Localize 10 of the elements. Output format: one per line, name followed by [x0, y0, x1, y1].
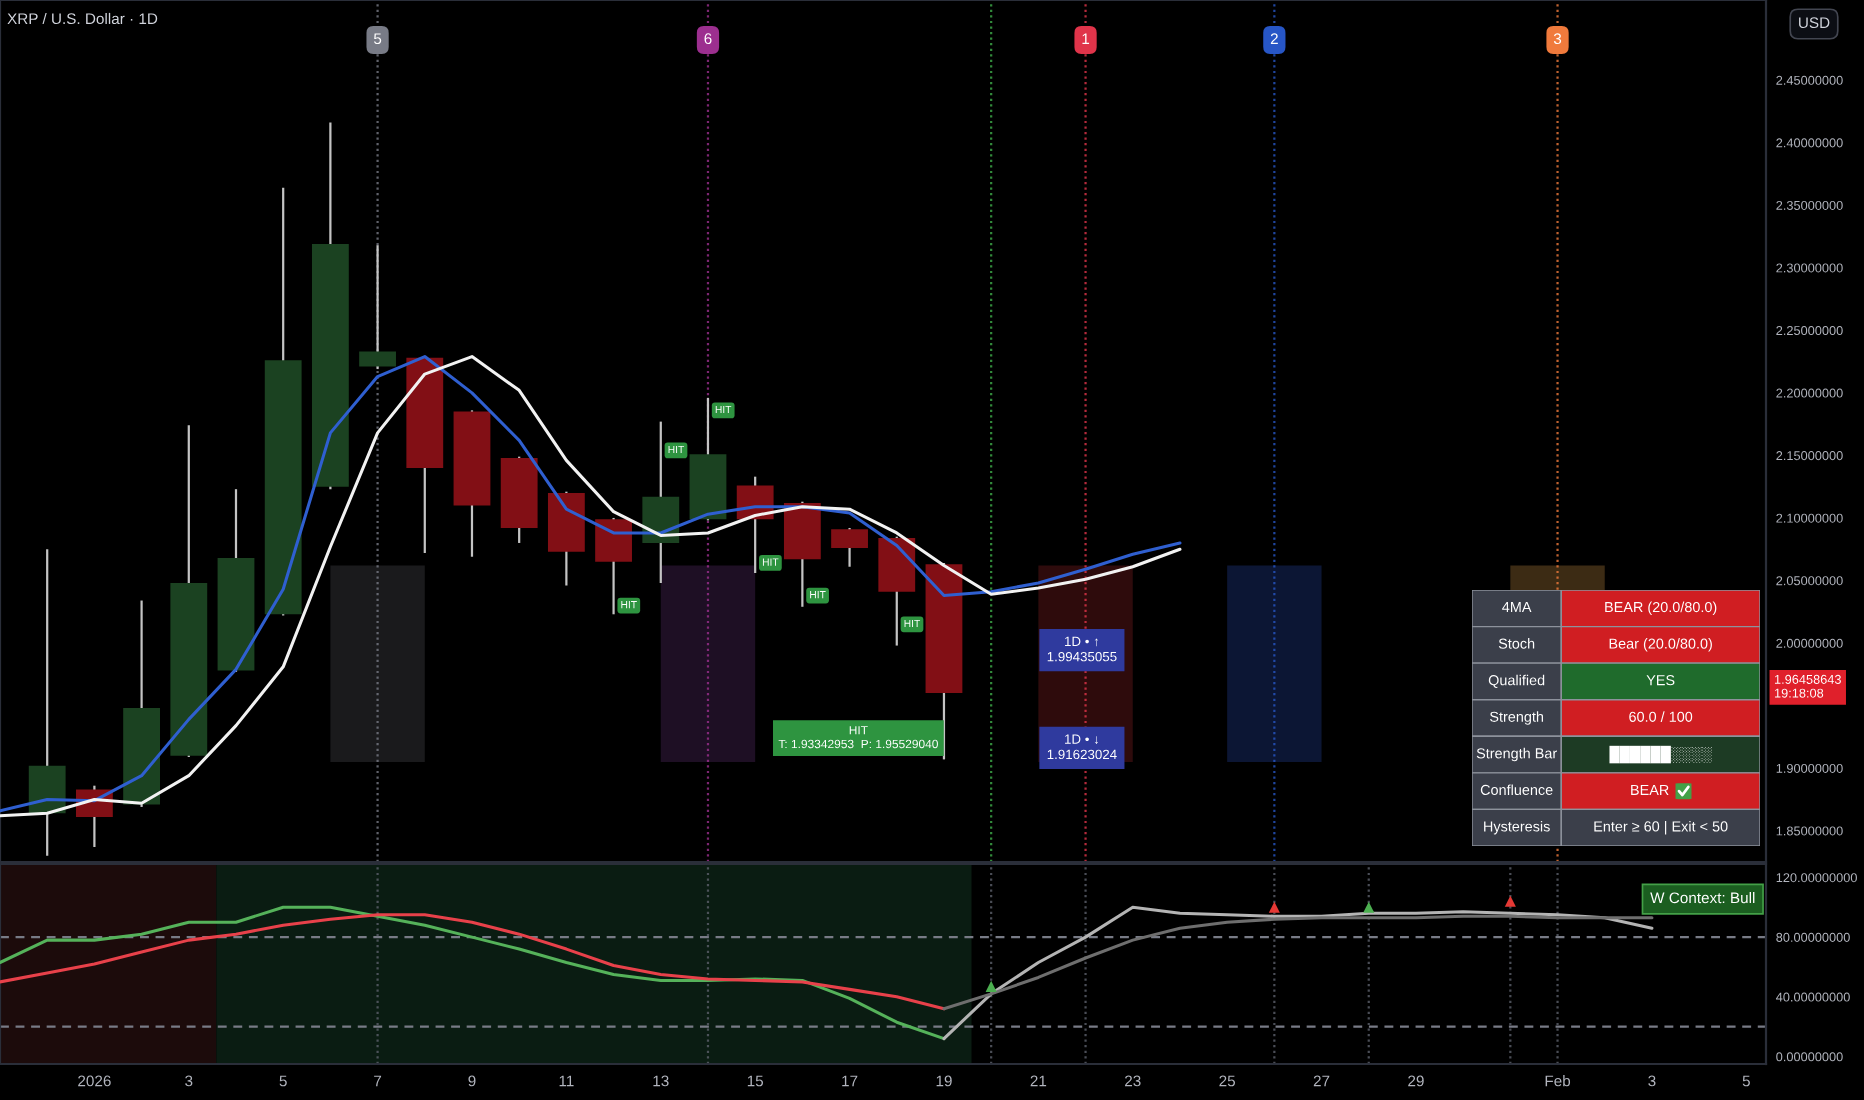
point — [1363, 901, 1375, 913]
point — [1504, 895, 1516, 907]
point — [1268, 901, 1280, 913]
line-series — [942, 914, 1654, 1011]
line-series — [0, 905, 946, 1041]
candlestick — [831, 526, 868, 568]
line-series — [942, 905, 1654, 1041]
point — [985, 980, 997, 992]
line-series — [0, 913, 946, 1011]
candlestick — [359, 244, 396, 371]
